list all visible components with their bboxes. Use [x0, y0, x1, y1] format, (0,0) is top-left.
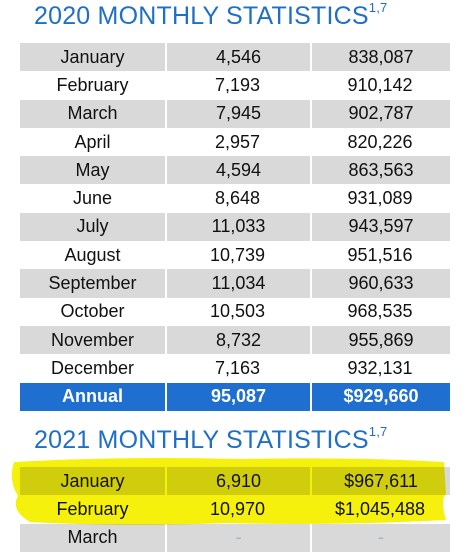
table-cell: 968,535 [347, 301, 413, 322]
table-cell: October [60, 301, 125, 322]
table-row: May 4,594 863,563 [20, 156, 450, 185]
table-cell: 8,732 [165, 325, 310, 355]
table-cell: May [75, 159, 110, 180]
table-cell: Annual [62, 386, 123, 407]
table-row: June 8,648 931,089 [20, 184, 450, 212]
table-cell: 8,648 [214, 188, 261, 209]
table-cell: 960,633 [310, 269, 450, 298]
table-cell: January [60, 470, 125, 491]
table-cell: - [310, 523, 450, 552]
table-row: March 7,945 902,787 [20, 99, 450, 128]
table-cell: - [165, 523, 310, 552]
table-row: February 7,193 910,142 [20, 71, 450, 99]
table-row: August 10,739 951,516 [20, 241, 450, 269]
table-cell: 7,163 [214, 357, 261, 378]
table-cell: 931,089 [347, 188, 413, 209]
table-cell: 4,546 [165, 43, 310, 72]
table-cell: February [56, 74, 129, 95]
table-row: September 11,034 960,633 [20, 269, 450, 298]
section-title: 2021 MONTHLY STATISTICS1,7 [34, 424, 388, 455]
table-cell: 943,597 [310, 212, 450, 242]
table-cell: $1,045,488 [334, 498, 426, 519]
table-row: January 6,910 $967,611 [20, 467, 450, 496]
table-cell: 863,563 [310, 156, 450, 185]
table-cell: 910,142 [347, 74, 413, 95]
section-title: 2020 MONTHLY STATISTICS1,7 [34, 0, 388, 31]
table-row: December 7,163 932,131 [20, 354, 450, 382]
table-row: November 8,732 955,869 [20, 325, 450, 355]
title-text: 2021 MONTHLY STATISTICS [34, 426, 369, 454]
table-cell: 10,970 [209, 498, 266, 519]
table-cell: November [50, 329, 135, 350]
stats-table: January 4,546 838,087 February 7,193 910,142 M… [20, 43, 450, 411]
title-superscript: 1,7 [368, 0, 388, 15]
table-cell: 10,739 [209, 244, 266, 265]
table-cell: 11,033 [165, 212, 310, 242]
table-cell: July [76, 216, 109, 237]
table-cell: 951,516 [347, 244, 413, 265]
table-cell: 11,034 [165, 269, 310, 298]
table-cell: March [67, 527, 118, 548]
table-cell: 902,787 [310, 99, 450, 128]
table-row: October 10,503 968,535 [20, 298, 450, 326]
table-row: July 11,033 943,597 [20, 212, 450, 242]
table-cell: 838,087 [310, 43, 450, 72]
table-cell: $929,660 [310, 382, 450, 411]
table-cell: 2,957 [214, 131, 261, 152]
table-cell: 4,594 [165, 156, 310, 185]
table-cell: December [50, 357, 135, 378]
table-cell: 932,131 [347, 357, 413, 378]
table-row: February 10,970 $1,045,488 [20, 495, 450, 523]
table-cell: June [72, 188, 113, 209]
table-cell: 820,226 [347, 131, 413, 152]
table-row: March - - [20, 523, 450, 552]
table-cell: 6,910 [165, 467, 310, 496]
table-row: Annual 95,087 $929,660 [20, 382, 450, 411]
table-cell: 955,869 [310, 325, 450, 355]
table-cell: March [67, 103, 118, 124]
title-superscript: 1,7 [368, 424, 388, 439]
table-cell: August [64, 244, 121, 265]
table-cell: 95,087 [165, 382, 310, 411]
table-row: January 4,546 838,087 [20, 43, 450, 72]
table-cell: February [56, 498, 129, 519]
table-cell: 7,193 [214, 74, 261, 95]
table-cell: January [60, 46, 125, 67]
table-cell: April [74, 131, 111, 152]
stats-table: January 6,910 $967,611 February 10,970 $1,045… [20, 467, 450, 552]
title-text: 2020 MONTHLY STATISTICS [34, 2, 369, 30]
table-cell: September [48, 273, 137, 294]
table-row: April 2,957 820,226 [20, 128, 450, 156]
table-cell: $967,611 [310, 467, 450, 496]
table-cell: 10,503 [209, 301, 266, 322]
table-cell: 7,945 [165, 99, 310, 128]
